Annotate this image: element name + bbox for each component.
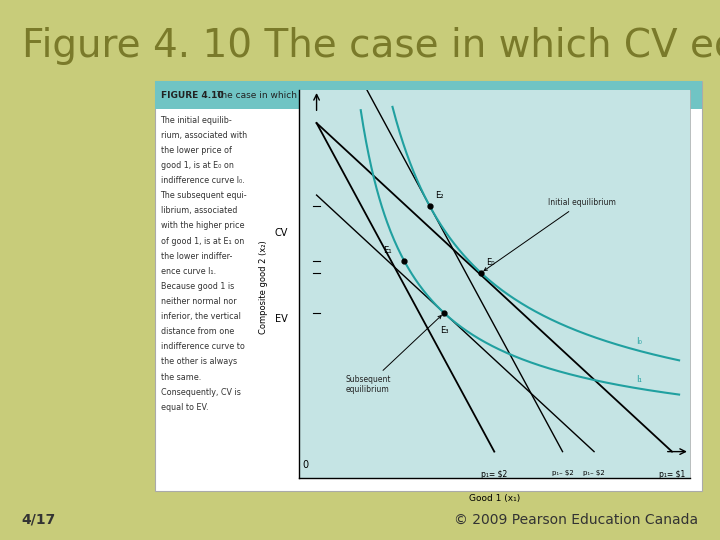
Text: Subsequent
equilibrium: Subsequent equilibrium: [345, 315, 441, 395]
Text: of good 1, is at E₁ on: of good 1, is at E₁ on: [161, 237, 244, 246]
Text: p₁– $2: p₁– $2: [583, 470, 605, 476]
Text: p₁= $1: p₁= $1: [659, 470, 685, 478]
Text: FIGURE 4.10: FIGURE 4.10: [161, 91, 223, 99]
Text: Figure 4. 10 The case in which CV equals EV: Figure 4. 10 The case in which CV equals…: [22, 27, 720, 65]
Text: I₁: I₁: [636, 375, 642, 383]
Text: the lower price of: the lower price of: [161, 146, 231, 155]
Text: indifference curve to: indifference curve to: [161, 342, 244, 352]
Text: The subsequent equi-: The subsequent equi-: [161, 191, 247, 200]
Text: librium, associated: librium, associated: [161, 206, 237, 215]
Text: neither normal nor: neither normal nor: [161, 297, 236, 306]
Bar: [155, 81, 702, 491]
Text: I₀: I₀: [636, 336, 642, 346]
Text: © 2009 Pearson Education Canada: © 2009 Pearson Education Canada: [454, 512, 698, 526]
Text: distance from one: distance from one: [161, 327, 234, 336]
Text: Consequently, CV is: Consequently, CV is: [161, 388, 240, 397]
Text: E₁: E₁: [383, 246, 392, 255]
Text: ence curve I₁.: ence curve I₁.: [161, 267, 216, 276]
Text: EV: EV: [275, 314, 288, 324]
Text: CV: CV: [275, 228, 288, 238]
Text: good 1, is at E₀ on: good 1, is at E₀ on: [161, 161, 233, 170]
Text: Good 1 (x₁): Good 1 (x₁): [469, 494, 520, 503]
Text: indifference curve I₀.: indifference curve I₀.: [161, 176, 244, 185]
Text: 0: 0: [303, 460, 309, 470]
Text: Because good 1 is: Because good 1 is: [161, 282, 234, 291]
Text: The case in which CV equals EV: The case in which CV equals EV: [216, 91, 359, 99]
Text: the other is always: the other is always: [161, 357, 237, 367]
Text: Composite good 2 (x₂): Composite good 2 (x₂): [258, 240, 268, 334]
Text: p₁= $2: p₁= $2: [481, 470, 508, 478]
Text: rium, associated with: rium, associated with: [161, 131, 247, 140]
Bar: [299, 90, 690, 478]
Text: The initial equilib-: The initial equilib-: [161, 116, 233, 125]
Text: the same.: the same.: [161, 373, 201, 382]
Text: E₀: E₀: [486, 258, 495, 267]
Text: 4/17: 4/17: [22, 512, 56, 526]
Text: the lower indiffer-: the lower indiffer-: [161, 252, 232, 261]
Text: p₁– $2: p₁– $2: [552, 470, 573, 476]
Text: E₃: E₃: [441, 326, 449, 335]
Text: E₂: E₂: [435, 191, 444, 200]
Text: with the higher price: with the higher price: [161, 221, 244, 231]
Text: Initial equilibrium: Initial equilibrium: [484, 198, 616, 271]
Bar: [155, 81, 702, 109]
Text: equal to EV.: equal to EV.: [161, 403, 208, 412]
Text: inferior, the vertical: inferior, the vertical: [161, 312, 240, 321]
